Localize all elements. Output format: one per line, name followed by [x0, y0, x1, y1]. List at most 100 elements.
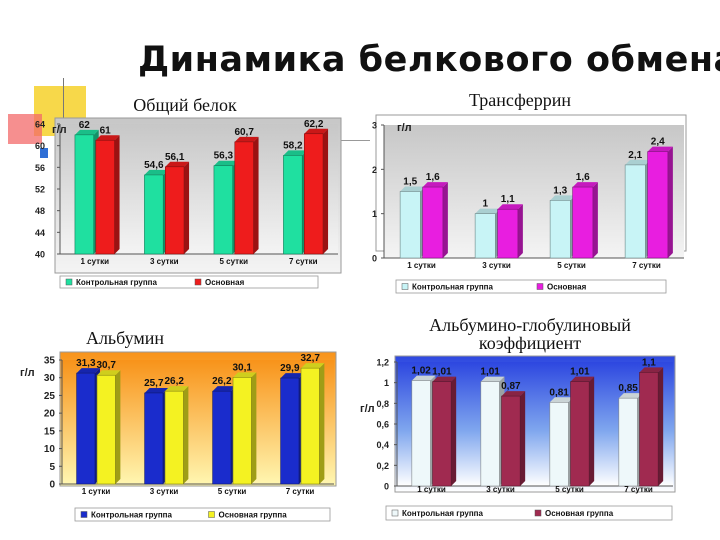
bar-total-protein-s1-c0	[95, 139, 115, 255]
bar-top	[639, 367, 664, 373]
y-tick-label: 0,8	[376, 399, 389, 409]
data-label: 30,7	[96, 360, 116, 371]
data-label: 0,81	[549, 387, 569, 398]
bar-ag-ratio-s1-c3	[639, 372, 659, 487]
data-label: 1,01	[570, 367, 590, 378]
y-tick-label: 44	[35, 228, 45, 238]
bar-transferrin-s0-c3	[624, 164, 646, 259]
bar-transferrin-s1-c3	[647, 151, 669, 259]
deco-horizontal-line	[340, 140, 370, 141]
bar-albumin-s0-c0	[76, 372, 96, 485]
x-tick-label: 1 сутки	[407, 261, 436, 270]
bar-top	[280, 373, 304, 379]
bar-top	[283, 150, 308, 156]
y-tick-label: 30	[44, 373, 56, 384]
legend-label: Контрольная группа	[402, 509, 483, 518]
bar-ag-ratio-s0-c3	[618, 397, 638, 487]
bar-top	[570, 376, 595, 382]
bar-side	[442, 182, 448, 258]
legend-label: Контрольная группа	[412, 283, 493, 292]
bar-top	[480, 376, 505, 382]
x-tick-label: 1 сутки	[417, 485, 446, 494]
bar-total-protein-s0-c2	[213, 165, 234, 255]
bar-albumin-s1-c3	[300, 367, 320, 485]
bar-transferrin-s0-c0	[399, 191, 421, 259]
data-label: 56,1	[165, 152, 185, 163]
y-tick-label: 10	[44, 444, 56, 455]
y-tick-label: 56	[35, 163, 45, 173]
bar-total-protein-s1-c3	[303, 133, 324, 255]
bar-transferrin-s0-c1	[474, 213, 496, 259]
bar-total-protein-s1-c1	[164, 166, 185, 255]
x-tick-label: 3 сутки	[150, 257, 179, 266]
y-tick-label: 35	[44, 356, 56, 367]
bar-side	[251, 372, 257, 484]
y-tick-label: 64	[35, 120, 45, 130]
bar-top	[95, 135, 120, 141]
bar-top	[572, 182, 598, 188]
y-unit-label: г/л	[397, 122, 412, 134]
bar-side	[667, 146, 673, 258]
bar-top	[432, 376, 457, 382]
bar-top	[549, 397, 574, 403]
deco-blue-square	[40, 148, 48, 158]
data-label: 2,1	[628, 150, 642, 161]
x-tick-label: 5 сутки	[557, 261, 586, 270]
y-unit-label: г/л	[360, 403, 375, 415]
bar-top	[550, 195, 576, 201]
bar-top	[422, 182, 448, 188]
x-tick-label: 3 сутки	[150, 487, 179, 496]
bar-transferrin-s1-c1	[497, 208, 519, 259]
y-tick-label: 0,2	[376, 461, 389, 471]
bar-total-protein-s1-c2	[234, 141, 254, 255]
x-tick-label: 7 сутки	[624, 485, 653, 494]
legend-label: Контрольная группа	[91, 511, 172, 520]
bar-side	[319, 363, 325, 484]
bar-top	[165, 161, 190, 167]
deco-red-square	[8, 114, 42, 144]
data-label: 26,2	[212, 376, 232, 387]
data-label: 1,5	[403, 177, 417, 188]
bar-transferrin-s1-c2	[572, 186, 594, 259]
data-label: 32,7	[300, 353, 320, 364]
bar-ag-ratio-s1-c2	[570, 381, 590, 487]
data-label: 1,3	[553, 185, 567, 196]
legend-swatch	[194, 278, 202, 286]
data-label: 25,7	[144, 378, 164, 389]
data-label: 62,2	[304, 119, 324, 130]
legend-box-albumin	[74, 507, 331, 522]
chart-title-ag-ratio-line2: коэффициент	[478, 333, 582, 353]
data-label: 0,85	[618, 383, 638, 394]
data-label: 1,6	[426, 172, 440, 183]
bar-transferrin-s1-c0	[422, 186, 444, 259]
legend-swatch	[534, 509, 542, 517]
legend-label: Контрольная группа	[76, 278, 157, 287]
bar-ag-ratio-s1-c1	[501, 395, 521, 487]
bar-ag-ratio-s0-c2	[549, 401, 569, 487]
y-tick-label: 1	[384, 378, 389, 388]
legend-swatch	[391, 509, 399, 517]
bar-top	[400, 186, 426, 192]
legend-label: Основная	[547, 283, 587, 292]
data-label: 58,2	[283, 140, 303, 151]
data-label: 61	[100, 125, 112, 136]
data-label: 54,6	[144, 160, 164, 171]
data-label: 1,02	[411, 366, 431, 377]
bar-top	[647, 146, 673, 152]
y-tick-label: 1	[372, 209, 377, 219]
bar-top	[76, 368, 100, 374]
bar-top	[97, 370, 121, 376]
y-tick-label: 40	[35, 250, 45, 260]
data-label: 1,01	[480, 367, 500, 378]
y-tick-label: 0	[49, 480, 55, 491]
x-tick-label: 5 сутки	[555, 485, 584, 494]
bar-side	[520, 391, 526, 486]
chart-title-albumin: Альбумин	[85, 328, 165, 348]
x-tick-label: 1 сутки	[82, 487, 111, 496]
bar-albumin-s0-c2	[212, 390, 232, 485]
bar-ag-ratio-s1-c0	[432, 381, 452, 487]
x-tick-label: 3 сутки	[482, 261, 511, 270]
bar-top	[618, 393, 643, 399]
data-label: 2,4	[651, 137, 665, 148]
